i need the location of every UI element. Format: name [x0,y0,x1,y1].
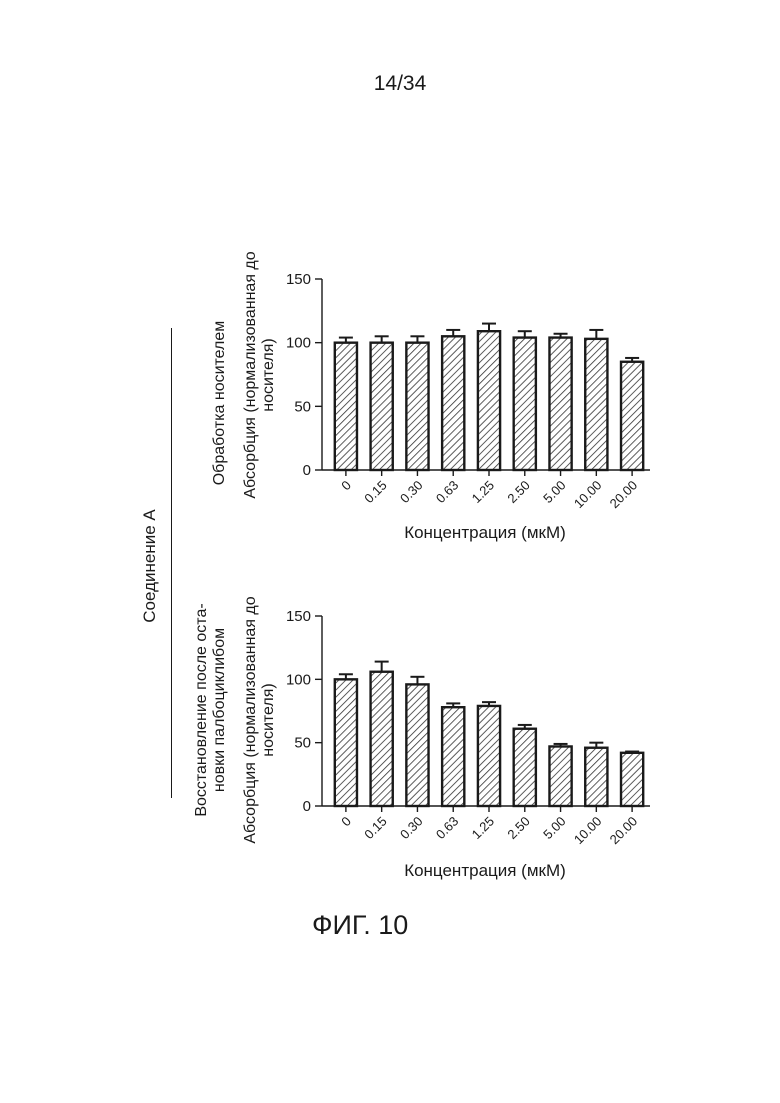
chart-0-bar [442,336,464,470]
chart-1-bar [621,753,643,806]
chart-0-bar [371,343,393,470]
chart-0-bar [335,343,357,470]
chart-0-x-tick-label: 10.00 [571,478,605,512]
chart-0-x-tick-label: 2.50 [504,478,533,507]
chart-0-y-tick-label: 100 [286,335,311,352]
chart-0-bar [406,343,428,470]
chart-vehicle-treatment: 0 50 100 150 0 0.150.300.631.252.505.0010.002… [286,271,650,542]
chart-0-y-tick-label: 0 [303,462,311,479]
chart-1-bar [335,679,357,806]
chart-1-bar [514,729,536,806]
chart-1-x-tick-label: 10.00 [571,814,605,848]
chart-0-x-tick-label: 0 [338,478,354,494]
chart-0-bar [478,331,500,470]
chart-1-bar [478,706,500,806]
chart-1-x-tick-label: 0.30 [397,814,426,843]
chart-1-y-tick-label: 50 [294,735,311,752]
chart-0-x-tick-label: 0.63 [433,478,462,507]
chart-0-y-tick-label: 150 [286,271,311,288]
chart-1-y-tick-label: 100 [286,671,311,688]
chart-1-x-tick-label: 5.00 [540,814,569,843]
chart-1-bar [406,684,428,806]
chart-0-bar [621,362,643,470]
chart-1-x-tick-label: 2.50 [504,814,533,843]
chart-1-x-tick-label: 0.15 [361,814,390,843]
chart-0-x-tick-label: 0.15 [361,478,390,507]
chart-1-bar [442,707,464,806]
chart-1-y-tick-label: 150 [286,608,311,625]
chart-0-bar [514,338,536,470]
chart-1-bar [549,746,571,806]
chart-0-y-tick-label: 50 [294,398,311,415]
chart-1-bar [371,672,393,806]
chart-0-x-tick-label: 5.00 [540,478,569,507]
chart-0-x-tick-label: 20.00 [607,478,641,512]
chart-1-x-tick-label: 1.25 [469,814,498,843]
chart-0-bar [585,339,607,470]
chart-1-y-tick-label: 0 [303,798,311,815]
chart-1-x-tick-label: 20.00 [607,814,641,848]
chart-0-bar [549,338,571,470]
chart-0-x-tick-label: 0.30 [397,478,426,507]
chart-0-x-axis-label: Концентрация (мкМ) [404,523,566,542]
chart-1-x-axis-label: Концентрация (мкМ) [404,861,566,880]
figure-caption: ФИГ. 10 [312,910,408,941]
chart-1-x-tick-label: 0.63 [433,814,462,843]
chart-1-x-tick-label: 0 [338,814,354,830]
chart-palbociclib-recovery: 0 50 100 150 0 0.150.300.631.252.505.0010.002… [286,608,650,880]
chart-1-bar [585,748,607,806]
chart-0-x-tick-label: 1.25 [469,478,498,507]
